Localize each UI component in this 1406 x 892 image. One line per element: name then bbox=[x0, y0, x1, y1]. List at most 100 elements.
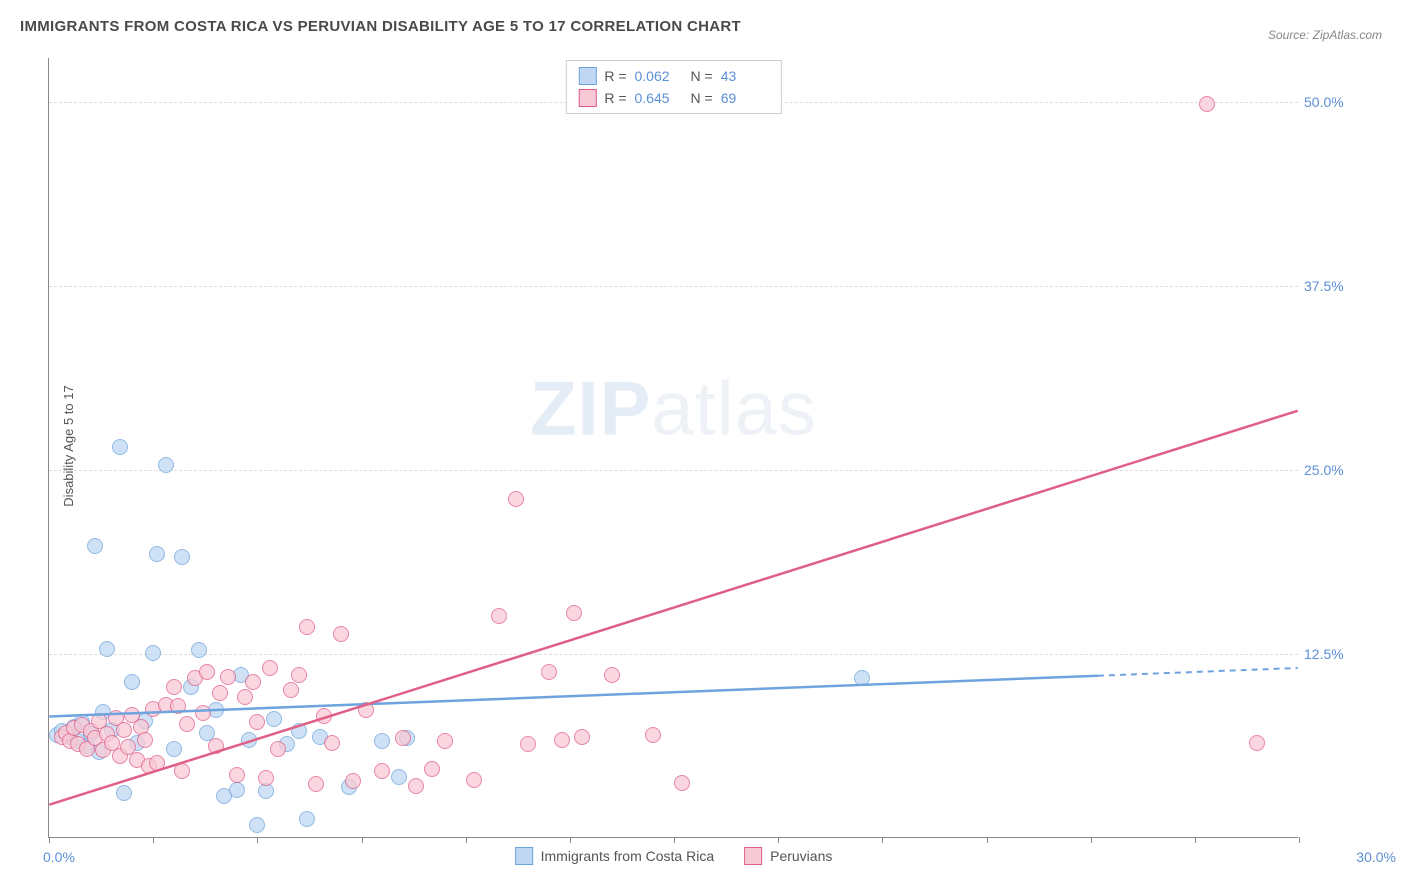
data-point bbox=[466, 772, 482, 788]
data-point bbox=[437, 733, 453, 749]
x-tick bbox=[466, 837, 467, 843]
x-tick bbox=[674, 837, 675, 843]
data-point bbox=[124, 674, 140, 690]
data-point bbox=[99, 641, 115, 657]
data-point bbox=[316, 708, 332, 724]
x-tick bbox=[1195, 837, 1196, 843]
data-point bbox=[116, 722, 132, 738]
swatch-series2 bbox=[578, 89, 596, 107]
chart-title: IMMIGRANTS FROM COSTA RICA VS PERUVIAN D… bbox=[20, 18, 741, 35]
data-point bbox=[220, 669, 236, 685]
swatch-series1 bbox=[578, 67, 596, 85]
swatch-bottom-series2 bbox=[744, 847, 762, 865]
gridline bbox=[49, 654, 1298, 655]
data-point bbox=[574, 729, 590, 745]
data-point bbox=[266, 711, 282, 727]
source-attribution: Source: ZipAtlas.com bbox=[1268, 28, 1382, 42]
trend-lines bbox=[49, 58, 1298, 837]
data-point bbox=[541, 664, 557, 680]
data-point bbox=[112, 439, 128, 455]
data-point bbox=[358, 702, 374, 718]
legend-row-series1: R =0.062 N =43 bbox=[578, 65, 768, 87]
data-point bbox=[854, 670, 870, 686]
data-point bbox=[199, 664, 215, 680]
data-point bbox=[229, 767, 245, 783]
gridline bbox=[49, 470, 1298, 471]
y-tick-label: 37.5% bbox=[1304, 278, 1384, 294]
x-axis-min-label: 0.0% bbox=[43, 849, 75, 865]
x-tick bbox=[778, 837, 779, 843]
correlation-legend: R =0.062 N =43 R =0.645 N =69 bbox=[565, 60, 781, 114]
data-point bbox=[508, 491, 524, 507]
data-point bbox=[158, 457, 174, 473]
data-point bbox=[408, 778, 424, 794]
x-tick bbox=[257, 837, 258, 843]
data-point bbox=[87, 538, 103, 554]
data-point bbox=[149, 546, 165, 562]
x-tick bbox=[1091, 837, 1092, 843]
data-point bbox=[258, 770, 274, 786]
y-tick-label: 12.5% bbox=[1304, 646, 1384, 662]
data-point bbox=[333, 626, 349, 642]
x-tick bbox=[987, 837, 988, 843]
data-point bbox=[208, 738, 224, 754]
data-point bbox=[191, 642, 207, 658]
data-point bbox=[245, 674, 261, 690]
data-point bbox=[145, 645, 161, 661]
data-point bbox=[291, 723, 307, 739]
data-point bbox=[116, 785, 132, 801]
series-legend: Immigrants from Costa Rica Peruvians bbox=[515, 847, 833, 865]
data-point bbox=[137, 732, 153, 748]
gridline bbox=[49, 286, 1298, 287]
data-point bbox=[241, 732, 257, 748]
legend-item-series1: Immigrants from Costa Rica bbox=[515, 847, 714, 865]
x-tick bbox=[882, 837, 883, 843]
data-point bbox=[212, 685, 228, 701]
data-point bbox=[554, 732, 570, 748]
x-tick bbox=[570, 837, 571, 843]
data-point bbox=[308, 776, 324, 792]
data-point bbox=[645, 727, 661, 743]
data-point bbox=[424, 761, 440, 777]
x-tick bbox=[153, 837, 154, 843]
legend-item-series2: Peruvians bbox=[744, 847, 832, 865]
data-point bbox=[1249, 735, 1265, 751]
x-axis-max-label: 30.0% bbox=[1356, 849, 1396, 865]
data-point bbox=[166, 741, 182, 757]
data-point bbox=[1199, 96, 1215, 112]
x-tick bbox=[49, 837, 50, 843]
data-point bbox=[262, 660, 278, 676]
y-tick-label: 25.0% bbox=[1304, 462, 1384, 478]
data-point bbox=[374, 733, 390, 749]
watermark: ZIPatlas bbox=[530, 365, 817, 452]
data-point bbox=[229, 782, 245, 798]
data-point bbox=[149, 755, 165, 771]
swatch-bottom-series1 bbox=[515, 847, 533, 865]
data-point bbox=[174, 549, 190, 565]
data-point bbox=[395, 730, 411, 746]
data-point bbox=[345, 773, 361, 789]
data-point bbox=[166, 679, 182, 695]
data-point bbox=[324, 735, 340, 751]
data-point bbox=[491, 608, 507, 624]
data-point bbox=[283, 682, 299, 698]
data-point bbox=[299, 619, 315, 635]
data-point bbox=[237, 689, 253, 705]
data-point bbox=[674, 775, 690, 791]
data-point bbox=[174, 763, 190, 779]
data-point bbox=[249, 817, 265, 833]
data-point bbox=[170, 698, 186, 714]
x-tick bbox=[362, 837, 363, 843]
plot-area: ZIPatlas R =0.062 N =43 R =0.645 N =69 0… bbox=[48, 58, 1298, 838]
data-point bbox=[270, 741, 286, 757]
data-point bbox=[291, 667, 307, 683]
legend-row-series2: R =0.645 N =69 bbox=[578, 87, 768, 109]
x-tick bbox=[1299, 837, 1300, 843]
data-point bbox=[520, 736, 536, 752]
data-point bbox=[249, 714, 265, 730]
data-point bbox=[195, 705, 211, 721]
data-point bbox=[391, 769, 407, 785]
y-tick-label: 50.0% bbox=[1304, 94, 1384, 110]
trend-line-extrapolated bbox=[1098, 668, 1298, 676]
data-point bbox=[299, 811, 315, 827]
